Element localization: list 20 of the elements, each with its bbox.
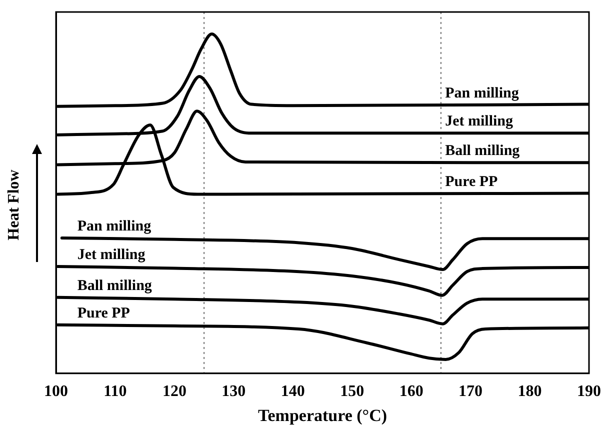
series-label: Pure PP bbox=[77, 305, 130, 322]
series-label: Jet milling bbox=[445, 114, 514, 130]
x-tick-label: 120 bbox=[162, 383, 186, 400]
series-label: Pan milling bbox=[77, 218, 152, 235]
x-tick-label: 110 bbox=[104, 383, 127, 400]
x-tick-label: 150 bbox=[340, 383, 364, 400]
x-axis-title: Temperature (°C) bbox=[258, 406, 388, 426]
y-axis-title: Heat Flow bbox=[5, 170, 23, 240]
series-label: Pure PP bbox=[445, 174, 498, 190]
series-label: Ball milling bbox=[445, 142, 520, 159]
x-tick-label: 140 bbox=[280, 383, 305, 400]
x-tick-label: 130 bbox=[222, 383, 246, 400]
x-tick-label: 170 bbox=[458, 383, 483, 400]
x-tick-label: 100 bbox=[44, 383, 68, 400]
series-label: Pan milling bbox=[445, 85, 520, 102]
series-label: Jet milling bbox=[77, 247, 146, 264]
series-label: Ball milling bbox=[77, 278, 152, 294]
x-tick-label: 180 bbox=[518, 383, 542, 400]
x-tick-label: 160 bbox=[399, 383, 424, 400]
x-tick-label: 190 bbox=[577, 383, 601, 400]
